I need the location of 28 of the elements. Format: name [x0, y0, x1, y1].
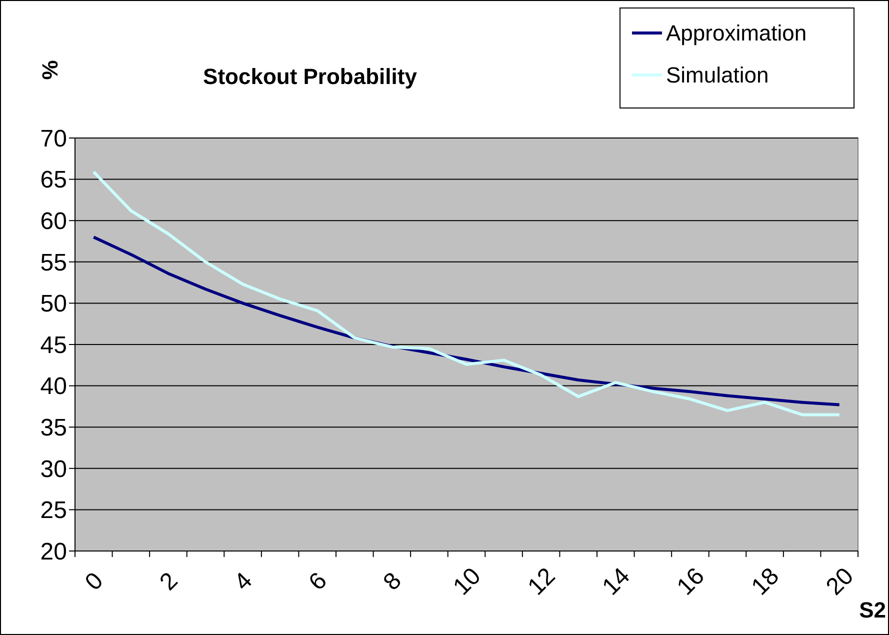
y-tick-label: 50: [40, 290, 67, 318]
y-tick-label: 45: [40, 332, 67, 359]
x-tick-label: 14: [597, 562, 636, 601]
y-tick-label: 70: [40, 125, 67, 152]
line-series: [92, 170, 841, 416]
x-tick-label: 4: [229, 567, 258, 596]
y-axis-title: %: [38, 60, 63, 80]
legend-label: Approximation: [666, 20, 807, 46]
x-tick-label: 12: [522, 562, 561, 601]
y-tick-label: 65: [40, 166, 67, 194]
y-tick-label: 55: [40, 249, 67, 276]
y-tick-label: 35: [40, 414, 67, 442]
y-tick-label: 60: [40, 208, 67, 235]
chart-title: Stockout Probability: [203, 64, 418, 89]
x-tick-label: 20: [821, 562, 859, 601]
legend-label: Simulation: [666, 62, 769, 88]
x-axis-title: S2: [859, 598, 886, 623]
x-tick-label: 10: [448, 562, 486, 601]
x-tick-label: 0: [80, 567, 109, 596]
y-tick-label: 40: [40, 373, 67, 400]
y-tick-label: 30: [40, 456, 67, 483]
y-tick-label: 25: [40, 497, 67, 524]
x-tick-label: 6: [304, 567, 332, 596]
y-tick-label: 20: [40, 538, 67, 566]
x-tick-label: 8: [378, 567, 407, 596]
x-tick-label: 18: [746, 562, 784, 601]
x-tick-label: 2: [154, 567, 184, 596]
x-tick-label: 16: [672, 562, 710, 601]
